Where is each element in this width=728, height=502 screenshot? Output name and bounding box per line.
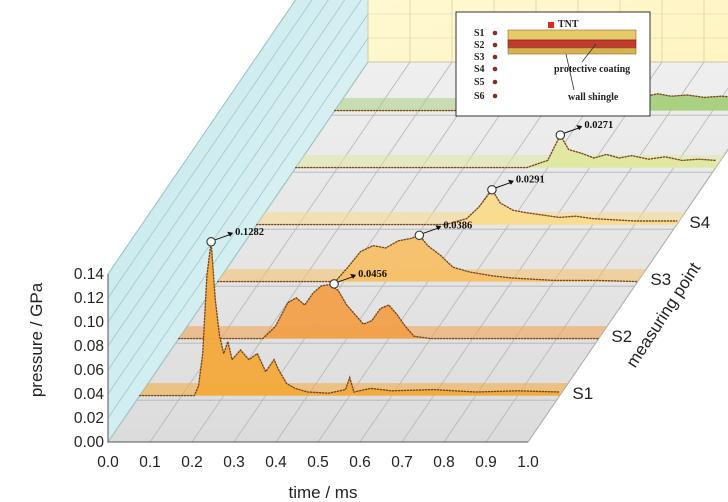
series-s3: 0.0386 S3: [216, 220, 671, 289]
x-tick-label: 0.0: [97, 454, 119, 471]
floor-gridline: [317, 61, 579, 443]
inset-sensor-label: S1: [474, 28, 485, 39]
peak-label: 0.0291: [516, 175, 545, 186]
inset-sensor-dot: [492, 66, 498, 72]
peak-marker: [414, 230, 425, 241]
side-gridline: [107, 37, 369, 419]
x-tick-label: 1.0: [517, 454, 539, 471]
inset-sensor-label: S3: [474, 52, 485, 63]
peak-marker: [555, 130, 566, 140]
wall-layer: [507, 39, 637, 49]
series-s5: 0.0271S5: [295, 120, 725, 169]
y-tick-label: 0.06: [74, 362, 104, 379]
side-gridline: [107, 0, 346, 347]
peak-marker: [487, 184, 497, 195]
y-tick-label: 0.12: [74, 290, 104, 307]
peak-arrowhead: [576, 125, 583, 131]
x-tick-label: 0.6: [349, 454, 371, 471]
x-tick-label: 0.9: [475, 454, 497, 471]
series-line: [138, 241, 561, 397]
peak-arrowhead: [435, 225, 442, 231]
series-label: S4: [689, 213, 710, 232]
y-axis-title: pressure / GPa: [27, 282, 46, 397]
inset-sensor-dot: [492, 54, 498, 60]
x-tick-label: 0.5: [307, 454, 329, 471]
inset-sensor-label: S2: [474, 40, 485, 51]
series-line: [216, 234, 639, 283]
inset-sensor-dot: [492, 93, 498, 99]
series-s1: 0.1282 S1: [138, 227, 593, 403]
y-tick-label: 0.10: [74, 314, 105, 331]
series-s4: 0.0291 S4: [256, 175, 710, 232]
series-area: [217, 235, 638, 282]
peak-marker: [329, 279, 339, 289]
side-gridline: [107, 0, 329, 323]
series-label: S1: [572, 384, 593, 403]
x-tick-label: 0.4: [265, 454, 287, 471]
side-gridline: [107, 0, 313, 299]
inset-sensor-dot: [492, 30, 498, 36]
floor-gridline: [401, 61, 663, 443]
floor-gridline: [485, 87, 728, 443]
x-tick-label: 0.8: [433, 454, 455, 471]
peak-label: 0.1282: [235, 227, 264, 238]
tnt-label: TNT: [558, 19, 579, 30]
x-tick-label: 0.1: [139, 454, 161, 471]
x-axis-title: time / ms: [289, 483, 358, 502]
side-gridline: [107, 13, 369, 395]
series-area: [139, 241, 560, 396]
y-tick-label: 0.00: [74, 434, 105, 451]
peak-marker: [206, 237, 216, 247]
peak-label: 0.0386: [443, 220, 472, 231]
series-label: S3: [650, 270, 671, 289]
peak-label: 0.0271: [584, 120, 613, 131]
floor-gridline: [443, 61, 705, 443]
side-gridline: [107, 0, 296, 275]
series-area: [295, 135, 716, 168]
tnt-charge: [548, 22, 554, 28]
inset-sensor-label: S5: [474, 77, 485, 88]
peak-label: 0.0456: [358, 269, 387, 280]
series-label: S2: [611, 327, 632, 346]
series-area: [178, 284, 599, 339]
series-s2: 0.0456 S2: [177, 269, 632, 346]
y-tick-label: 0.02: [74, 410, 104, 427]
coating-pointer: [581, 43, 597, 63]
peak-arrowhead: [507, 179, 514, 185]
side-gridline: [107, 0, 362, 371]
inset-sensor-label: S6: [474, 91, 485, 102]
side-gridline: [107, 61, 369, 443]
inset-sensor-label: S4: [474, 64, 485, 75]
coating-layer: [507, 29, 637, 41]
y-tick-label: 0.04: [74, 386, 105, 403]
x-tick-label: 0.2: [181, 454, 203, 471]
peak-arrowhead: [227, 231, 234, 237]
coating-label: protective coating: [554, 64, 630, 75]
base-layer: [507, 47, 637, 55]
series-line: [256, 188, 678, 226]
series-line: [177, 283, 600, 340]
wall-label: wall shingle: [568, 92, 619, 103]
y-tick-label: 0.08: [74, 338, 104, 355]
peak-arrowhead: [350, 273, 357, 279]
inset-frame: [455, 11, 651, 117]
y-tick-label: 0.14: [74, 266, 105, 283]
series-line: [295, 133, 717, 169]
x-tick-label: 0.3: [223, 454, 245, 471]
floor-gridline: [527, 148, 728, 443]
floor-gridline: [149, 61, 411, 443]
x-tick-label: 0.7: [391, 454, 413, 471]
wall-pointer: [565, 53, 575, 91]
inset-sensor-dot: [492, 79, 498, 85]
inset-sensor-dot: [492, 42, 498, 48]
